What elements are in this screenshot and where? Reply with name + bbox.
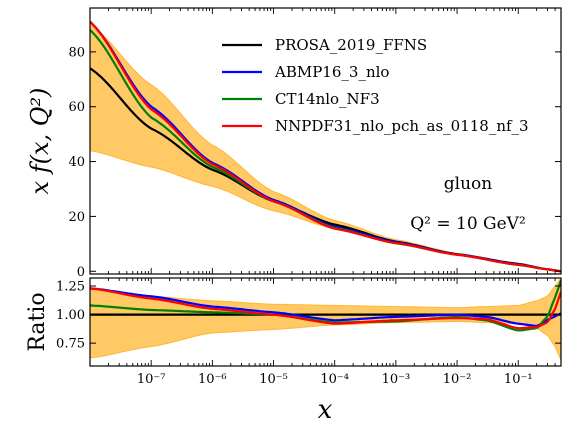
legend-label-0: PROSA_2019_FFNS [275,36,427,54]
main-uncertainty-band [90,23,561,272]
ratio-y-ticks: 0.75 1.00 1.25 [56,280,561,352]
x-tick-label-1: 10⁻⁶ [198,372,227,387]
ratio-series-lines [90,279,561,332]
ratio-y-axis-label: Ratio [25,292,50,351]
main-series-lines [90,20,561,273]
legend-label-3: NNPDF31_nlo_pch_as_0118_nf_3 [275,117,529,135]
ratio-series-line-1 [90,287,561,327]
x-tick-label-2: 10⁻⁵ [259,372,288,387]
ratio-y-tick-label-2: 1.25 [56,280,85,295]
main-y-ticks: 0 20 40 60 80 [68,45,561,280]
main-series-line-3 [90,20,561,273]
main-y-tick-label-0: 0 [77,265,85,280]
annotation-scale: Q² = 10 GeV² [410,214,526,234]
legend-label-2: CT14nlo_NF3 [275,90,380,108]
x-tick-label-6: 10⁻¹ [504,372,533,387]
ratio-series-line-3 [90,287,561,330]
ratio-y-tick-label-0: 0.75 [56,337,85,352]
ratio-frame [89,277,562,367]
ratio-y-tick-label-1: 1.00 [56,308,85,323]
annotation-gluon: gluon [444,174,493,194]
legend: PROSA_2019_FFNS ABMP16_3_nlo CT14nlo_NF3 NN… [222,36,529,135]
main-y-tick-label-4: 80 [68,45,85,60]
x-tick-label-4: 10⁻³ [382,372,411,387]
main-y-tick-label-2: 40 [68,155,85,170]
main-panel: 0 20 40 60 80 [68,7,562,280]
x-tick-label-5: 10⁻² [443,372,472,387]
main-y-tick-label-1: 20 [68,210,85,225]
x-tick-label-3: 10⁻⁴ [320,372,349,387]
main-y-axis-label: x f(x, Q²) [26,88,54,195]
main-y-tick-label-3: 60 [68,100,85,115]
x-tick-label-0: 10⁻⁷ [137,372,166,387]
legend-label-1: ABMP16_3_nlo [274,63,389,81]
ratio-panel: 0.75 1.00 1.25 10⁻⁷ 10⁻⁶ 10⁻⁵ 10⁻⁴ 10⁻³ 10⁻² 10⁻… [56,277,562,387]
main-frame [89,7,562,275]
x-axis-label: x [318,395,333,425]
